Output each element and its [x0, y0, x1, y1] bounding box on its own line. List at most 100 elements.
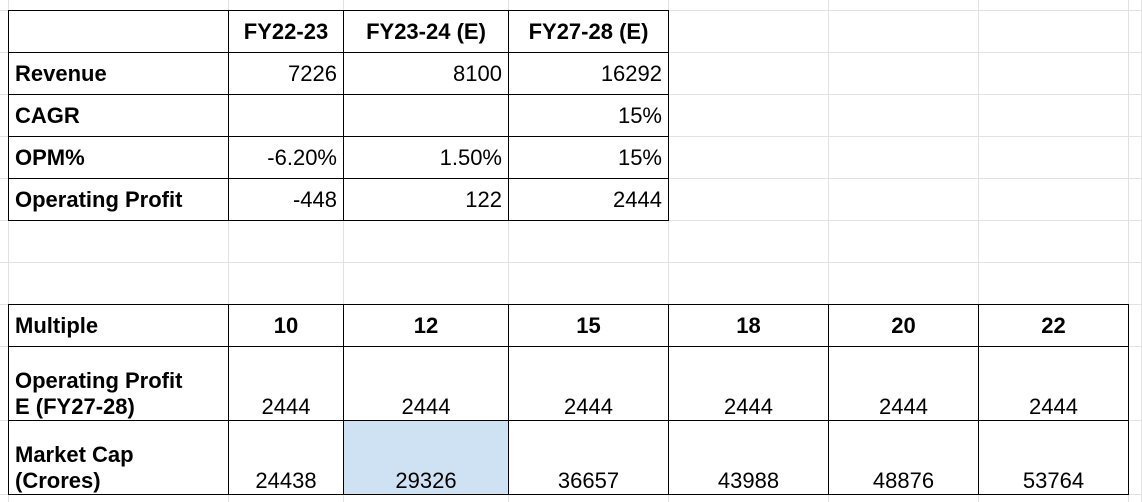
- text: FY27-28 (E): [528, 18, 649, 44]
- text: Revenue: [15, 60, 107, 86]
- value-cell[interactable]: 43988: [668, 420, 829, 495]
- row-label[interactable]: CAGR: [8, 94, 229, 137]
- text: 2444: [564, 394, 613, 419]
- value-cell[interactable]: 53764: [978, 420, 1129, 495]
- value-cell[interactable]: 29326: [343, 420, 509, 495]
- text: (Crores): [15, 468, 101, 493]
- value-cell[interactable]: 15%: [508, 136, 669, 179]
- value-cell[interactable]: 2444: [828, 346, 979, 421]
- cell-text: 2444: [402, 394, 451, 420]
- text: 24438: [255, 468, 317, 493]
- cell-text: 2444: [564, 394, 613, 420]
- grid-line: [508, 0, 509, 502]
- text: 53764: [1022, 468, 1085, 493]
- multiple-header[interactable]: 22: [978, 304, 1129, 347]
- value-cell[interactable]: [343, 94, 509, 137]
- multiple-header[interactable]: 10: [228, 304, 344, 347]
- grid-line: [228, 0, 229, 502]
- value-cell[interactable]: 122: [343, 178, 509, 221]
- cell-text: 2444: [262, 394, 311, 420]
- text: Market Cap: [15, 442, 134, 467]
- value-cell[interactable]: 24438: [228, 420, 344, 495]
- text: 2444: [401, 394, 451, 419]
- cell-text: 24438: [255, 468, 316, 494]
- multiple-header[interactable]: 15: [508, 304, 669, 347]
- value-cell[interactable]: 1.50%: [343, 136, 509, 179]
- text: 2444: [879, 394, 928, 419]
- grid-line: [343, 0, 344, 502]
- grid-line: [1128, 0, 1129, 502]
- cell-text: 53764: [1023, 468, 1084, 494]
- corner-cell[interactable]: [8, 10, 229, 53]
- cell-text: 43988: [718, 468, 779, 494]
- cell-text: 2444: [613, 187, 662, 213]
- cell-text: 22: [1041, 313, 1065, 339]
- cell-text: Market Cap (Crores): [15, 442, 134, 494]
- text: OPM%: [15, 144, 85, 170]
- row-label[interactable]: OPM%: [8, 136, 229, 179]
- text: E (FY27-28): [15, 394, 135, 419]
- value-cell[interactable]: 15%: [508, 94, 669, 137]
- column-header[interactable]: FY22-23: [228, 10, 344, 53]
- value-cell[interactable]: -448: [228, 178, 344, 221]
- cell-text: OPM%: [15, 145, 85, 171]
- column-header[interactable]: FY23-24 (E): [343, 10, 509, 53]
- column-header[interactable]: FY27-28 (E): [508, 10, 669, 53]
- multiple-header[interactable]: 12: [343, 304, 509, 347]
- value-cell[interactable]: 2444: [508, 178, 669, 221]
- text: -6.20%: [267, 144, 337, 170]
- multiple-header[interactable]: 18: [668, 304, 829, 347]
- text: Operating Profit: [15, 186, 183, 212]
- text: 2444: [613, 186, 662, 212]
- cell-text: 2444: [879, 394, 928, 420]
- cell-text: FY23-24 (E): [366, 19, 486, 45]
- value-cell[interactable]: 2444: [978, 346, 1129, 421]
- text: 1.50%: [439, 144, 502, 170]
- row-label[interactable]: Operating Profit: [8, 178, 229, 221]
- cell-text: Operating Profit E (FY27-28): [15, 368, 182, 420]
- value-cell[interactable]: 8100: [343, 52, 509, 95]
- cell-text: 20: [891, 313, 915, 339]
- value-cell[interactable]: 16292: [508, 52, 669, 95]
- text: 29326: [395, 468, 457, 493]
- cell-text: 16292: [601, 61, 662, 87]
- cell-text: 15: [576, 313, 600, 339]
- text: 7226: [288, 60, 337, 86]
- cell-text: 29326: [395, 468, 456, 494]
- text: FY23-24 (E): [366, 18, 486, 44]
- cell-text: Operating Profit: [15, 187, 182, 213]
- value-cell[interactable]: 2444: [668, 346, 829, 421]
- value-cell[interactable]: 2444: [508, 346, 669, 421]
- cell-text: Revenue: [15, 61, 107, 87]
- value-cell[interactable]: -6.20%: [228, 136, 344, 179]
- row-label[interactable]: Market Cap (Crores): [8, 420, 229, 495]
- text: 8100: [453, 60, 502, 86]
- text: 36657: [557, 468, 620, 493]
- cell-text: CAGR: [15, 103, 80, 129]
- cell-text: 15%: [618, 145, 662, 171]
- text: -448: [292, 186, 337, 212]
- cell-text: 15%: [618, 103, 662, 129]
- multiple-header[interactable]: 20: [828, 304, 979, 347]
- text: 15: [576, 312, 601, 338]
- row-label[interactable]: Revenue: [8, 52, 229, 95]
- value-cell[interactable]: 48876: [828, 420, 979, 495]
- cell-text: 36657: [558, 468, 619, 494]
- text: 122: [465, 186, 502, 212]
- value-cell[interactable]: [228, 94, 344, 137]
- value-cell[interactable]: 2444: [343, 346, 509, 421]
- text: 43988: [717, 468, 780, 493]
- text: 15%: [617, 144, 662, 170]
- cell-text: 2444: [1029, 394, 1078, 420]
- value-cell[interactable]: 2444: [228, 346, 344, 421]
- row-label[interactable]: Operating Profit E (FY27-28): [8, 346, 229, 421]
- row-label[interactable]: Multiple: [8, 304, 229, 347]
- text: Operating Profit: [15, 368, 183, 393]
- grid-line: [668, 0, 669, 502]
- cell-text: FY27-28 (E): [529, 19, 649, 45]
- text: 2444: [724, 394, 773, 419]
- cell-text: 18: [736, 313, 760, 339]
- value-cell[interactable]: 36657: [508, 420, 669, 495]
- value-cell[interactable]: 7226: [228, 52, 344, 95]
